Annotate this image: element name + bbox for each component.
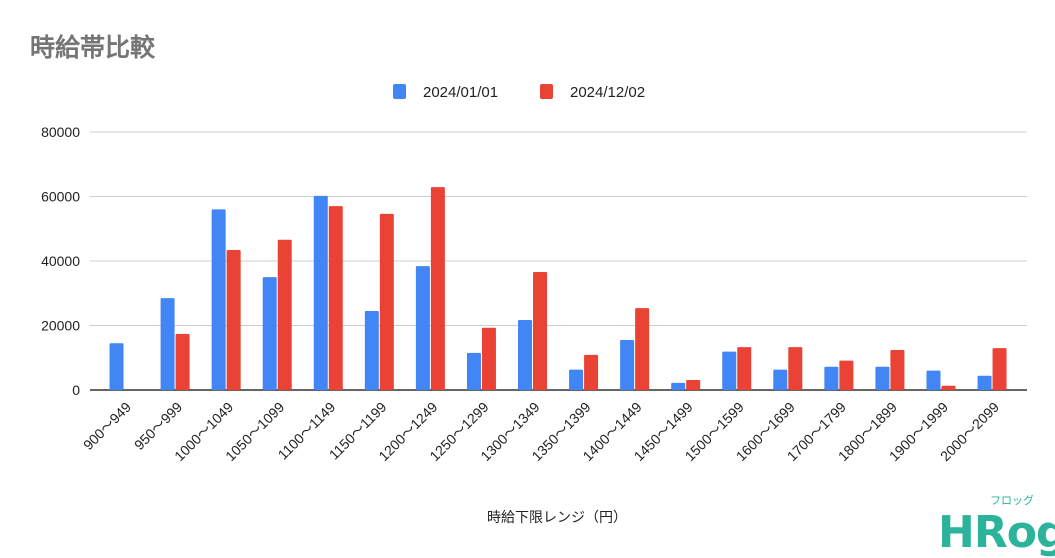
gridlines: 0 20000 40000 60000 80000 — [41, 124, 1027, 398]
bar-series2 — [584, 354, 599, 390]
bar-series1 — [109, 343, 124, 390]
legend-swatch — [540, 84, 553, 99]
x-tick-label: 900～949 — [80, 399, 134, 453]
bar-series2 — [686, 380, 701, 390]
bar-series1 — [926, 370, 941, 390]
bar-series1 — [262, 277, 277, 390]
bar-series2 — [992, 348, 1007, 390]
bar-series2 — [175, 333, 190, 390]
bar-series1 — [313, 195, 328, 390]
y-tick-label: 40000 — [41, 253, 80, 269]
bar-series2 — [277, 239, 292, 390]
hrog-logo: HRog — [938, 507, 1055, 558]
bar-series1 — [518, 320, 533, 390]
chart-title: 時給帯比較 — [30, 33, 156, 62]
bar-series1 — [160, 298, 175, 390]
bar-series2 — [226, 250, 241, 390]
bar-series1 — [569, 369, 584, 390]
bar-series2 — [379, 213, 394, 390]
bar-series1 — [773, 369, 788, 390]
y-tick-label: 60000 — [41, 189, 80, 205]
legend-swatch — [393, 84, 406, 99]
bar-series2 — [890, 350, 905, 390]
bar-series1 — [875, 366, 890, 390]
bar-series1 — [824, 366, 839, 390]
y-tick-label: 0 — [72, 382, 80, 398]
bar-series2 — [481, 327, 496, 390]
bar-series2 — [839, 360, 854, 390]
bar-series2 — [533, 271, 548, 390]
bars — [109, 187, 1007, 390]
bar-series1 — [671, 382, 686, 390]
legend-label: 2024/01/01 — [423, 84, 498, 101]
y-tick-label: 20000 — [41, 318, 80, 334]
x-tick-labels: 900～949950～9991000～10491050～10991100～114… — [80, 399, 1002, 464]
legend: 2024/01/01 2024/12/02 — [393, 84, 645, 101]
bar-series1 — [415, 266, 430, 390]
bar-series1 — [977, 375, 992, 390]
bar-series1 — [620, 340, 635, 390]
legend-label: 2024/12/02 — [570, 84, 645, 101]
x-axis-label: 時給下限レンジ（円） — [487, 509, 627, 525]
bar-series2 — [328, 206, 343, 390]
y-tick-label: 80000 — [41, 124, 80, 140]
x-tick-label: 950～999 — [131, 399, 185, 453]
logo-kana: フロッグ — [990, 494, 1034, 507]
bar-series2 — [941, 385, 956, 390]
bar-series2 — [430, 187, 445, 390]
bar-series1 — [466, 352, 481, 390]
bar-series2 — [737, 347, 752, 390]
bar-series2 — [788, 347, 803, 390]
bar-series1 — [364, 310, 379, 390]
bar-series1 — [211, 209, 226, 390]
bar-series1 — [722, 351, 737, 390]
bar-series2 — [635, 308, 650, 390]
